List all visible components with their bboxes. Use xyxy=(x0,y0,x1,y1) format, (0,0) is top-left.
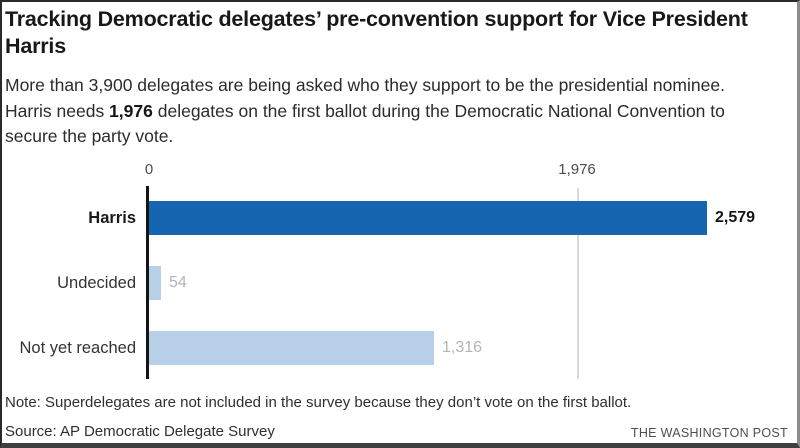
subtitle-text-continued: delegates on the first ballot during the… xyxy=(5,100,725,147)
y-axis-line xyxy=(146,186,149,379)
value-label-not-yet-reached: 1,316 xyxy=(442,339,483,356)
threshold-gridline xyxy=(577,188,579,379)
bar-harris xyxy=(149,201,707,235)
x-axis-tick-zero: 0 xyxy=(144,161,154,178)
bar-row-harris: Harris 2,579 xyxy=(2,201,797,235)
publisher-credit: THE WASHINGTON POST xyxy=(630,426,788,440)
category-label-undecided: Undecided xyxy=(57,274,136,292)
value-label-harris: 2,579 xyxy=(715,209,756,226)
page-title: Tracking Democratic delegates’ pre-conve… xyxy=(5,7,748,58)
bar-undecided xyxy=(149,266,161,300)
bar-row-undecided: Undecided 54 xyxy=(2,266,797,300)
subtitle-threshold-number: 1,976 xyxy=(109,100,153,121)
value-label-undecided: 54 xyxy=(169,274,187,291)
category-label-not-yet-reached: Not yet reached xyxy=(19,339,136,357)
source-attribution: Source: AP Democratic Delegate Survey xyxy=(5,423,275,440)
x-axis-tick-threshold: 1,976 xyxy=(558,161,596,178)
chart-subtitle: More than 3,900 delegates are being aske… xyxy=(5,73,747,150)
chart-note: Note: Superdelegates are not included in… xyxy=(5,394,632,411)
bar-row-not-yet-reached: Not yet reached 1,316 xyxy=(2,331,797,365)
category-label-harris: Harris xyxy=(88,209,136,227)
bar-not-yet-reached xyxy=(149,331,434,365)
subtitle-text: More than 3,900 delegates are being aske… xyxy=(5,75,725,121)
